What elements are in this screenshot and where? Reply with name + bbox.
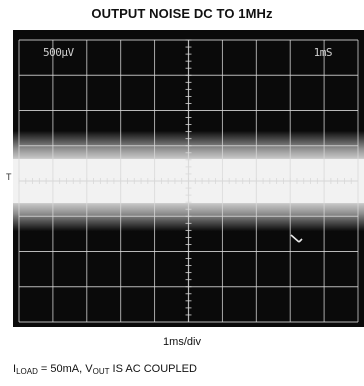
time-base-label: 1mS [313, 46, 333, 59]
x-axis-label: 1ms/div [163, 336, 201, 348]
y-axis-marker: T [6, 172, 12, 182]
note-i-prefix: I [13, 363, 17, 375]
conditions-note: ILOAD = 50mA, VOUT IS AC COUPLED [13, 363, 197, 376]
vertical-scale-label: 500µV [43, 46, 74, 59]
scope-graticule-svg [13, 39, 364, 323]
note-middle: = 50mA, V [37, 363, 93, 375]
oscilloscope-screen: 500µV 1mS [13, 30, 364, 327]
trigger-cursor-mark [290, 234, 303, 243]
note-suffix: IS AC COUPLED [109, 363, 197, 375]
note-i-sub: LOAD [16, 367, 38, 376]
note-v-sub: OUT [92, 367, 110, 376]
chart-title: OUTPUT NOISE DC TO 1MHz [91, 6, 273, 21]
